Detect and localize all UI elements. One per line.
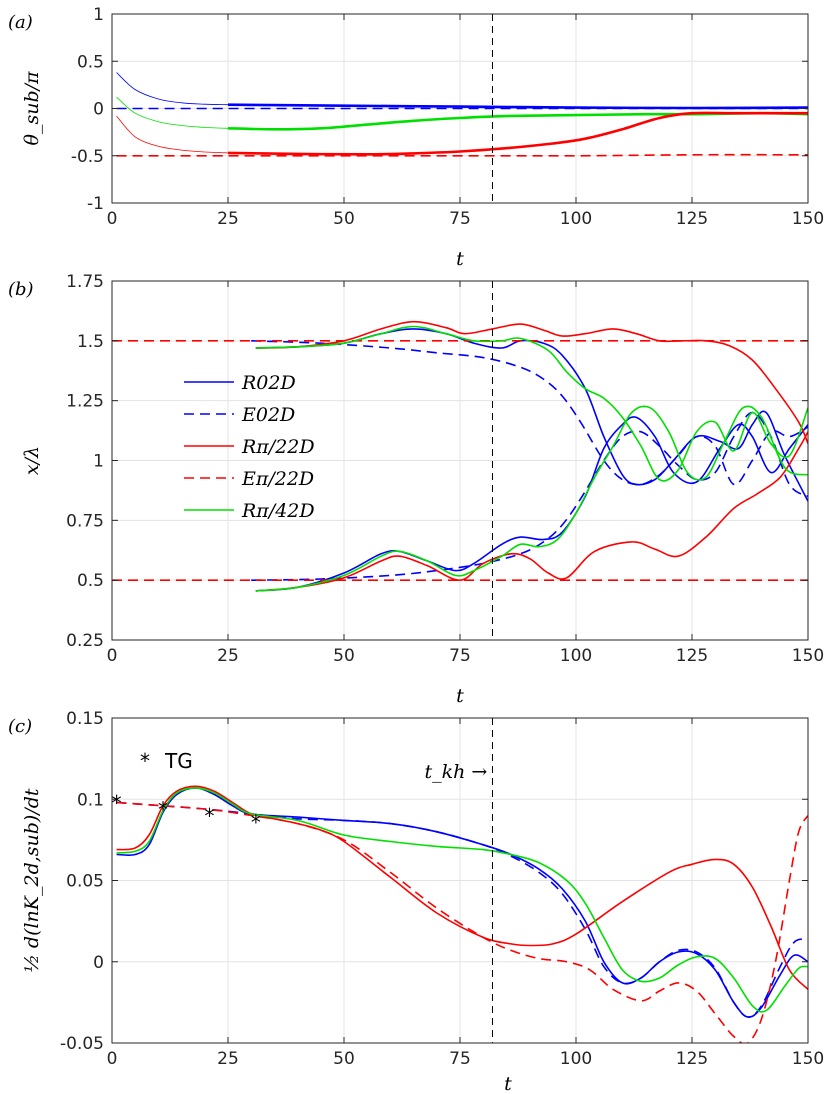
- series-group: [116, 785, 808, 1043]
- series-line: [116, 72, 229, 106]
- legend-label: E02D: [241, 404, 295, 426]
- series-line: [227, 111, 808, 156]
- y-tick-label: 1: [93, 5, 104, 25]
- x-tick-label: 25: [217, 646, 239, 666]
- y-axis-label: θ_sub/π: [21, 71, 43, 145]
- x-tick-label: 150: [792, 1049, 824, 1069]
- x-tick-label: 0: [107, 1049, 118, 1069]
- panel-tag: (c): [8, 716, 32, 737]
- series-line: [255, 325, 808, 482]
- x-tick-label: 125: [676, 209, 708, 229]
- x-tick-label: 0: [107, 209, 118, 229]
- y-tick-label: 0.5: [77, 571, 104, 591]
- x-tick-label: 75: [449, 646, 471, 666]
- x-tick-label: 125: [676, 646, 708, 666]
- y-axis-label: ½ d(lnK_2d,sub)/dt: [21, 788, 43, 972]
- x-tick-label: 50: [333, 209, 355, 229]
- y-tick-label: 0: [93, 953, 104, 973]
- series-line: [116, 785, 808, 990]
- y-tick-label: -1: [87, 194, 104, 214]
- panel-a: 0 25 50 75 100 125 150 -1 -0.5 0 0.5 1 (a) t θ_sub/π: [8, 5, 824, 270]
- legend-label: Rπ/42D: [241, 500, 315, 522]
- series-line: [255, 320, 808, 445]
- series-group: [112, 320, 808, 592]
- x-tick-label: 25: [217, 209, 239, 229]
- x-tick-label: 75: [449, 209, 471, 229]
- series-line: [255, 405, 808, 592]
- x-tick-label: 150: [792, 646, 824, 666]
- y-tick-label: 0.05: [66, 872, 104, 892]
- x-tick-label: 75: [449, 1049, 471, 1069]
- y-tick-label: 0: [93, 100, 104, 120]
- x-tick-label: 25: [217, 1049, 239, 1069]
- y-tick-label: 1.5: [77, 332, 104, 352]
- y-tick-label: -0.5: [71, 147, 104, 167]
- panel-tag: (b): [8, 279, 34, 300]
- tg-legend-label: TG: [164, 749, 193, 773]
- x-axis-label: t: [456, 685, 464, 707]
- y-tick-label: 1.75: [66, 272, 104, 292]
- y-tick-label: -0.05: [60, 1034, 104, 1054]
- x-axis-label: t: [456, 248, 464, 270]
- series-line: [116, 96, 229, 129]
- tg-point: *: [204, 804, 214, 828]
- series-line: [255, 328, 808, 502]
- x-tick-label: 150: [792, 209, 824, 229]
- legend-label: Rπ/22D: [241, 436, 315, 458]
- y-tick-label: 0.15: [66, 709, 104, 729]
- y-tick-label: 1.25: [66, 392, 104, 412]
- tg-point: *: [251, 810, 261, 834]
- x-tick-label: 125: [676, 1049, 708, 1069]
- y-tick-label: 0.5: [77, 52, 104, 72]
- x-tick-label: 100: [560, 1049, 592, 1069]
- tg-legend-marker: *: [140, 749, 150, 773]
- legend-label: Eπ/22D: [241, 468, 314, 490]
- x-axis-label: t: [504, 1073, 512, 1094]
- y-tick-label: 0.75: [66, 511, 104, 531]
- y-axis-label: x/λ: [21, 446, 43, 475]
- series-line: [251, 411, 808, 581]
- y-tick-label: 1: [93, 452, 104, 472]
- tg-point: *: [158, 797, 168, 821]
- series-line: [116, 801, 808, 1043]
- x-tick-label: 50: [333, 646, 355, 666]
- series-line: [116, 153, 808, 157]
- legend-label: R02D: [241, 372, 296, 394]
- series-line: [227, 103, 808, 110]
- series-group: [116, 72, 808, 157]
- x-tick-label: 50: [333, 1049, 355, 1069]
- panel-b: 0 25 50 75 100 125 150 0.25 0.5 0.75 1 1.25 1.5 1.75 (…: [8, 272, 824, 707]
- tg-markers: * TG * * * *: [112, 749, 261, 834]
- x-tick-label: 100: [560, 209, 592, 229]
- y-tick-label: 0.25: [66, 631, 104, 651]
- y-tick-label: 0.1: [77, 790, 104, 810]
- series-line: [116, 115, 229, 154]
- x-tick-label: 0: [107, 646, 118, 666]
- panel-tag: (a): [8, 12, 33, 33]
- tg-point: *: [112, 791, 122, 815]
- tkh-annotation: t_kh →: [424, 761, 487, 783]
- series-line: [255, 431, 808, 592]
- legend: R02D E02D Rπ/22D Eπ/22D Rπ/42D: [184, 372, 315, 522]
- series-line: [116, 787, 808, 1013]
- x-tick-label: 100: [560, 646, 592, 666]
- series-line: [116, 801, 808, 1018]
